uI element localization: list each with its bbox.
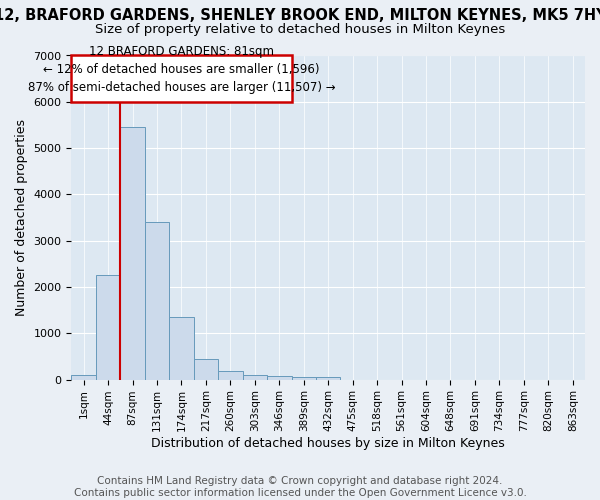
Bar: [267, 376, 292, 380]
Bar: [121, 128, 145, 380]
Bar: [71, 56, 292, 102]
Text: 12, BRAFORD GARDENS, SHENLEY BROOK END, MILTON KEYNES, MK5 7HY: 12, BRAFORD GARDENS, SHENLEY BROOK END, …: [0, 8, 600, 22]
Y-axis label: Number of detached properties: Number of detached properties: [15, 119, 28, 316]
Text: 12 BRAFORD GARDENS: 81sqm
← 12% of detached houses are smaller (1,596)
87% of se: 12 BRAFORD GARDENS: 81sqm ← 12% of detac…: [28, 45, 335, 94]
Bar: [242, 375, 267, 380]
Bar: [218, 372, 242, 380]
Bar: [316, 378, 340, 380]
Bar: [145, 222, 169, 380]
Text: Contains HM Land Registry data © Crown copyright and database right 2024.
Contai: Contains HM Land Registry data © Crown c…: [74, 476, 526, 498]
Bar: [71, 375, 96, 380]
Text: Size of property relative to detached houses in Milton Keynes: Size of property relative to detached ho…: [95, 22, 505, 36]
Bar: [169, 317, 194, 380]
Bar: [96, 276, 121, 380]
Bar: [292, 378, 316, 380]
Bar: [194, 359, 218, 380]
X-axis label: Distribution of detached houses by size in Milton Keynes: Distribution of detached houses by size …: [151, 437, 505, 450]
